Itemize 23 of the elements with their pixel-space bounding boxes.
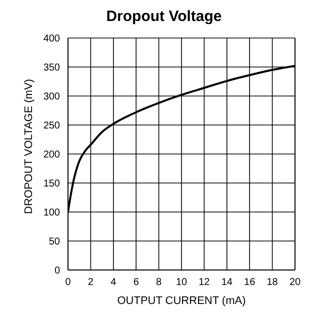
x-tick-label: 2 <box>88 277 94 288</box>
x-tick-label: 0 <box>65 277 72 288</box>
x-tick-label: 16 <box>244 277 256 288</box>
x-tick-label: 18 <box>266 277 278 288</box>
y-tick-label: 250 <box>43 120 60 132</box>
x-tick-label: 8 <box>156 277 162 288</box>
x-tick-label: 12 <box>198 277 210 288</box>
y-tick-label: 0 <box>54 266 60 277</box>
y-tick-label: 150 <box>43 178 60 190</box>
y-axis-title: DROPOUT VOLTAGE (mV) <box>22 78 35 214</box>
x-tick-label: 14 <box>221 277 233 288</box>
y-tick-label: 350 <box>43 62 60 74</box>
x-tick-label: 4 <box>110 277 117 288</box>
chart-title: Dropout Voltage <box>105 8 223 27</box>
y-tick-label: 300 <box>43 92 60 103</box>
x-axis-title: OUTPUT CURRENT (mA) <box>117 295 246 307</box>
x-tick-label: 10 <box>176 277 188 288</box>
x-tick-label: 20 <box>289 277 301 288</box>
y-tick-label: 400 <box>43 34 60 45</box>
y-tick-label: 200 <box>43 150 60 161</box>
y-tick-label: 100 <box>43 208 60 219</box>
y-tick-label: 50 <box>48 236 60 248</box>
x-tick-label: 6 <box>133 277 140 288</box>
